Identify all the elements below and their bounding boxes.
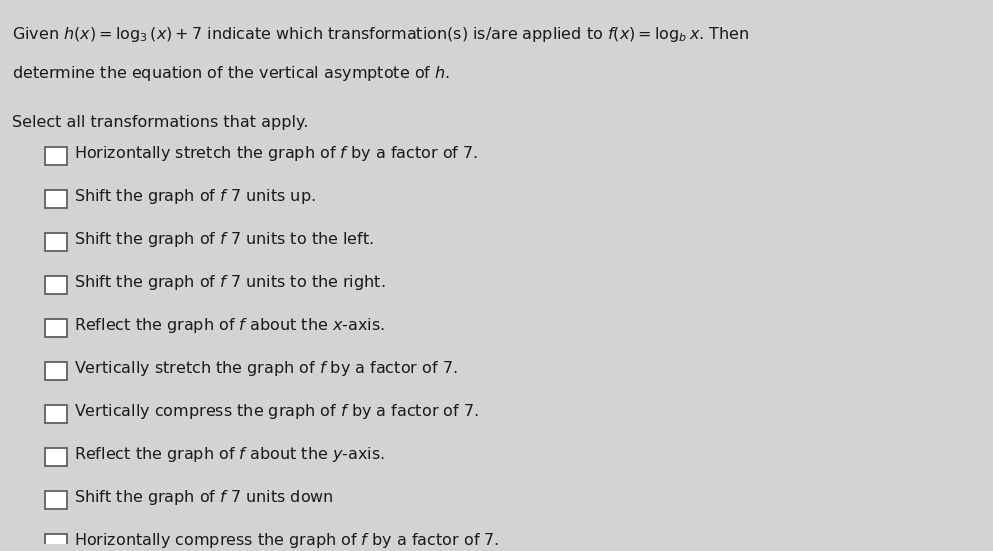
Text: Given $h(x) = \log_3(x) + 7$ indicate which transformation(s) is/are applied to : Given $h(x) = \log_3(x) + 7$ indicate wh… [12,24,750,44]
FancyBboxPatch shape [45,190,67,208]
Text: Horizontally compress the graph of $f$ by a factor of 7.: Horizontally compress the graph of $f$ b… [74,531,499,550]
FancyBboxPatch shape [45,449,67,466]
FancyBboxPatch shape [45,491,67,509]
Text: Horizontally stretch the graph of $f$ by a factor of 7.: Horizontally stretch the graph of $f$ by… [74,144,479,163]
Text: Shift the graph of $f$ 7 units to the right.: Shift the graph of $f$ 7 units to the ri… [74,273,386,292]
Text: Vertically stretch the graph of $f$ by a factor of 7.: Vertically stretch the graph of $f$ by a… [74,359,458,378]
FancyBboxPatch shape [45,147,67,165]
Text: Shift the graph of $f$ 7 units up.: Shift the graph of $f$ 7 units up. [74,187,316,206]
FancyBboxPatch shape [45,320,67,337]
Text: Select all transformations that apply.: Select all transformations that apply. [12,115,308,131]
Text: Reflect the graph of $f$ about the $x$-axis.: Reflect the graph of $f$ about the $x$-a… [74,316,385,335]
Text: Shift the graph of $f$ 7 units to the left.: Shift the graph of $f$ 7 units to the le… [74,230,374,249]
Text: Reflect the graph of $f$ about the $y$-axis.: Reflect the graph of $f$ about the $y$-a… [74,445,385,464]
Text: Shift the graph of $f$ 7 units down: Shift the graph of $f$ 7 units down [74,488,335,507]
FancyBboxPatch shape [45,363,67,380]
Text: determine the equation of the vertical asymptote of $h$.: determine the equation of the vertical a… [12,64,450,83]
FancyBboxPatch shape [45,406,67,423]
FancyBboxPatch shape [45,276,67,294]
FancyBboxPatch shape [45,233,67,251]
Text: Vertically compress the graph of $f$ by a factor of 7.: Vertically compress the graph of $f$ by … [74,402,480,421]
FancyBboxPatch shape [45,534,67,551]
